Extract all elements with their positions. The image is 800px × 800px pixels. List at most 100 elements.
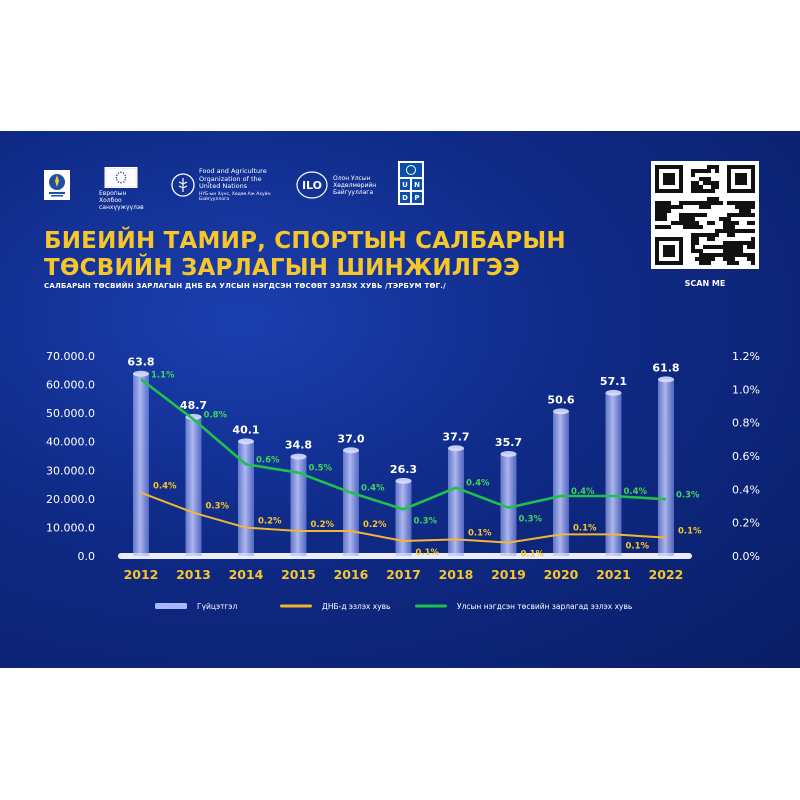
svg-text:D: D (402, 194, 408, 202)
page-title: БИЕИЙН ТАМИР, СПОРТЫН САЛБАРЫН ТӨСВИЙН З… (44, 228, 566, 282)
title-line-1: БИЕИЙН ТАМИР, СПОРТЫН САЛБАРЫН (44, 228, 566, 254)
right-axis-tick-label: 0.0% (732, 550, 760, 563)
bar-cap-2017 (395, 477, 412, 484)
svg-text:U: U (402, 181, 408, 189)
ilo-logo-text: Олон Улсын Хөдөлмөрийн Байгууллага (333, 174, 377, 196)
legend-label: Гүйцэтгэл (197, 602, 238, 611)
gdp-share-label: 0.2% (311, 520, 335, 530)
gdp-share-label: 0.1% (573, 523, 597, 533)
gdp-share-label: 0.1% (626, 541, 650, 551)
qr-code[interactable] (651, 161, 759, 269)
x-axis-tick-label: 2022 (649, 567, 684, 582)
legend-label: ДНБ-д эзлэх хувь (322, 602, 390, 611)
left-axis-tick-label: 50.000.0 (46, 407, 95, 420)
gdp-share-label: 0.4% (153, 482, 177, 492)
legend-gdp-swatch (280, 604, 312, 608)
x-axis-tick-label: 2015 (281, 567, 316, 582)
fao-logo-subtext: НҮБ-ын Хүнс, Хөдөө Аж Ахуйн Байгууллага (199, 191, 271, 202)
right-axis-tick-label: 0.6% (732, 450, 760, 463)
svg-text:ILO: ILO (302, 179, 322, 192)
gdp-share-label: 0.1% (678, 527, 702, 537)
x-axis-tick-label: 2018 (439, 567, 474, 582)
legend-bar-swatch (155, 603, 187, 609)
bar-value-label: 40.1 (232, 423, 259, 436)
bar-2013 (185, 416, 202, 556)
eu-logo-text: Европын Холбоо санхүүжүүлэв (99, 190, 144, 211)
svg-text:N: N (414, 181, 420, 189)
budget-share-label: 0.4% (624, 487, 648, 497)
right-axis-tick-label: 1.2% (732, 350, 760, 363)
budget-share-label: 1.1% (151, 370, 175, 380)
bar-value-label: 50.6 (547, 393, 574, 406)
fao-logo: Food and Agriculture Organization of the… (171, 165, 299, 205)
bar-cap-2019 (500, 451, 517, 457)
bar-value-label: 37.0 (337, 432, 364, 445)
x-axis-tick-label: 2020 (544, 567, 579, 582)
eu-flag-icon (104, 167, 138, 188)
bar-cap-2016 (343, 447, 359, 454)
x-axis-tick-label: 2017 (386, 567, 421, 582)
budget-share-label: 0.8% (204, 410, 228, 420)
x-axis-tick-label: 2021 (596, 567, 631, 582)
legend-label: Улсын нэгдсэн төсвийн зарлагад эзлэх хув… (457, 602, 632, 611)
gdp-share-label: 0.2% (258, 517, 282, 527)
bar-cap-2015 (290, 453, 307, 460)
budget-share-label: 0.5% (309, 464, 333, 474)
budget-share-label: 0.3% (519, 515, 543, 525)
left-axis-tick-label: 70.000.0 (46, 350, 95, 363)
gdp-share-label: 0.3% (206, 502, 230, 512)
bar-value-label: 61.8 (652, 361, 679, 374)
ilo-logo: ILO Олон Улсын Хөдөлмөрийн Байгууллага (295, 165, 383, 205)
bar-2016 (343, 450, 359, 556)
bar-value-label: 57.1 (600, 375, 627, 388)
bar-cap-2018 (448, 445, 464, 452)
left-axis-tick-label: 40.000.0 (46, 436, 95, 449)
right-axis-tick-label: 1.0% (732, 383, 760, 396)
bar-2020 (553, 411, 569, 556)
bar-cap-2022 (658, 376, 674, 383)
left-axis-tick-label: 10.000.0 (46, 521, 95, 534)
right-axis-tick-label: 0.8% (732, 417, 760, 430)
title-line-2: ТӨСВИЙН ЗАРЛАГЫН ШИНЖИЛГЭЭ (44, 255, 521, 281)
bar-cap-2020 (553, 408, 569, 415)
x-axis-tick-label: 2016 (334, 567, 369, 582)
gdp-share-label: 0.1% (416, 548, 440, 558)
svg-text:P: P (414, 194, 419, 202)
bar-value-label: 48.7 (180, 399, 207, 412)
bar-cap-2021 (605, 389, 622, 396)
mongolia-emblem-icon (44, 170, 70, 200)
gdp-share-label: 0.2% (363, 520, 387, 530)
budget-share-label: 0.4% (571, 487, 595, 497)
left-axis-tick-label: 0.0 (78, 550, 96, 563)
budget-share-label: 0.3% (676, 490, 700, 500)
fao-logo-text: Food and Agriculture Organization of the… (199, 167, 267, 191)
bar-2017 (395, 480, 412, 556)
undp-logo-icon: U ND P (398, 161, 424, 205)
scan-me-label: SCAN ME (684, 279, 726, 288)
right-axis-tick-label: 0.4% (732, 483, 760, 496)
bar-value-label: 34.8 (285, 439, 312, 452)
qr-code-icon (655, 165, 755, 265)
x-axis-tick-label: 2014 (229, 567, 264, 582)
bar-cap-2012 (133, 370, 149, 377)
budget-share-line (140, 378, 667, 511)
bar-value-label: 37.7 (442, 430, 469, 443)
bar-value-label: 26.3 (390, 463, 417, 476)
gdp-share-label: 0.1% (521, 550, 545, 560)
x-axis-tick-label: 2019 (491, 567, 526, 582)
left-axis-tick-label: 60.000.0 (46, 379, 95, 392)
bar-2022 (658, 379, 674, 556)
budget-share-label: 0.4% (361, 484, 385, 494)
budget-share-label: 0.6% (256, 455, 280, 465)
bar-value-label: 35.7 (495, 436, 522, 449)
budget-share-label: 0.3% (414, 516, 438, 526)
right-axis-tick-label: 0.2% (732, 517, 760, 530)
fao-emblem-icon (171, 173, 195, 197)
mongolia-emblem-logo (44, 165, 70, 205)
legend-budget-swatch (415, 604, 447, 608)
x-axis-tick-label: 2012 (124, 567, 159, 582)
x-axis-tick-label: 2013 (176, 567, 211, 582)
gdp-share-label: 0.1% (468, 528, 492, 538)
ilo-emblem-icon: ILO (296, 171, 328, 199)
